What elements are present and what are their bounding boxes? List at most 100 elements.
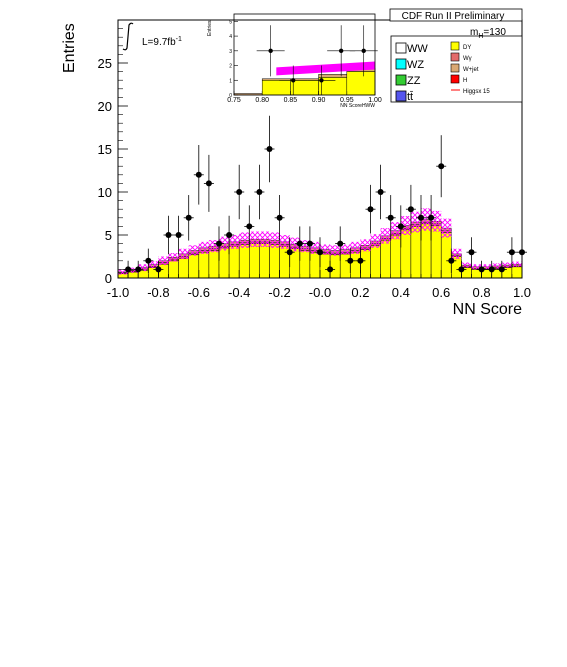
inset-x-tick-label-5: 1.00 bbox=[368, 97, 382, 104]
data-point-15 bbox=[276, 214, 283, 221]
band-bin-25 bbox=[370, 234, 381, 248]
inset-x-tick-label-0: 0.75 bbox=[227, 97, 241, 104]
band-bin-34 bbox=[461, 262, 472, 268]
y-tick-label-0: 0 bbox=[105, 271, 112, 286]
band-bin-32 bbox=[441, 218, 452, 238]
bar-0-1 bbox=[127, 271, 139, 279]
band-bin-9 bbox=[208, 240, 219, 253]
inset-frame bbox=[233, 13, 376, 96]
data-point-11 bbox=[236, 189, 243, 195]
inset-bar-yellow-1 bbox=[261, 80, 291, 96]
inset-x-axis-title: NN ScoreHWW bbox=[340, 103, 375, 109]
legend-label-right-0: DY bbox=[463, 45, 471, 51]
inset-axes: 0.75 0.80 0.85 0.90 0.95 1.00 0 1 2 3 4 5 bbox=[227, 19, 382, 104]
axes: -1.0 -0.8 -0.6 -0.4 -0.2 -0.0 0.2 0.4 0.6 0.8 1.00… bbox=[98, 28, 531, 300]
y-tick-label-4: 20 bbox=[98, 99, 112, 114]
luminosity-label: L=9.7fb-1 bbox=[122, 22, 182, 51]
bar-0-23 bbox=[350, 251, 361, 279]
band-bin-37 bbox=[491, 263, 502, 269]
inset-y-tick-label-2: 2 bbox=[229, 64, 232, 70]
data-point-38 bbox=[508, 249, 515, 256]
x-tick-label-0: -1.0 bbox=[107, 285, 129, 300]
inset-plot: 0.75 0.80 0.85 0.90 0.95 1.00 0 1 2 3 4 5 Entries N… bbox=[207, 13, 382, 109]
data-point-30 bbox=[428, 214, 435, 221]
inset-data-point-4 bbox=[361, 48, 366, 54]
x-tick-label-3: -0.4 bbox=[228, 285, 250, 300]
data-point-18 bbox=[306, 240, 313, 247]
band-bin-1 bbox=[128, 267, 139, 273]
bar-0-11 bbox=[228, 245, 240, 279]
x-tick-label-8: 0.6 bbox=[432, 285, 450, 300]
legend-swatch-left-2 bbox=[395, 74, 407, 86]
x-tick-label-7: 0.4 bbox=[392, 285, 410, 300]
legend-swatch-left-3 bbox=[395, 90, 407, 102]
data-point-28 bbox=[407, 206, 414, 213]
data-point-14 bbox=[266, 146, 273, 152]
legend-swatch-right-1 bbox=[450, 52, 460, 62]
band-bin-35 bbox=[471, 264, 482, 270]
bar-0-31 bbox=[430, 225, 442, 279]
inset-x-tick-label-2: 0.85 bbox=[284, 97, 298, 104]
band-bin-36 bbox=[481, 264, 492, 270]
x-axis-title: NN Score bbox=[453, 301, 522, 318]
inset-bar-yellow-2 bbox=[290, 80, 319, 96]
inset-y-tick-label-4: 4 bbox=[229, 34, 232, 40]
legend-label-right-2: W+jet bbox=[463, 67, 479, 73]
data-point-22 bbox=[347, 257, 354, 264]
data-point-20 bbox=[327, 266, 334, 273]
x-tick-label-1: -0.8 bbox=[147, 285, 169, 300]
svg-text:L=9.7fb-1: L=9.7fb-1 bbox=[142, 36, 182, 48]
data-point-9 bbox=[216, 240, 222, 247]
band-bin-8 bbox=[198, 241, 209, 254]
data-point-12 bbox=[246, 223, 253, 230]
band-bin-31 bbox=[431, 210, 442, 232]
integral-sign-icon bbox=[122, 22, 134, 51]
inset-signal-band bbox=[276, 61, 375, 76]
bar-0-10 bbox=[218, 247, 230, 279]
y-axis-title: Entries bbox=[61, 23, 78, 73]
legend-swatch-left-1 bbox=[395, 58, 407, 70]
inset-y-tick-label-1: 1 bbox=[229, 78, 232, 84]
legend-swatch-right-3 bbox=[450, 74, 460, 84]
x-tick-label-2: -0.6 bbox=[188, 285, 210, 300]
inset-x-tick-label-1: 0.80 bbox=[255, 97, 269, 104]
band-bin-12 bbox=[239, 232, 250, 248]
inset-data-point-1 bbox=[291, 78, 296, 83]
bar-0-7 bbox=[188, 254, 200, 279]
bar-0-15 bbox=[269, 244, 280, 279]
legend-label-right-3: H bbox=[463, 78, 467, 84]
band-bin-28 bbox=[400, 216, 411, 235]
data-point-5 bbox=[175, 232, 182, 238]
inset-bar-top-3 bbox=[318, 74, 348, 78]
bar-0-39 bbox=[511, 266, 523, 279]
legend-right-column: DY Wγ W+jet H Higgsx 15 bbox=[450, 41, 490, 95]
data-point-2 bbox=[145, 257, 152, 264]
x-tick-label-9: 0.8 bbox=[473, 285, 491, 300]
luminosity-superscript: -1 bbox=[176, 36, 182, 43]
band-bin-4 bbox=[158, 256, 169, 266]
band-bin-27 bbox=[390, 222, 401, 240]
bar-0-8 bbox=[198, 251, 210, 279]
band-bin-39 bbox=[511, 261, 522, 267]
data-point-7 bbox=[195, 171, 202, 178]
inset-data-point-0 bbox=[268, 48, 273, 54]
legend-left-column: WW WZ ZZ tt̄ bbox=[395, 42, 428, 103]
band-bin-3 bbox=[148, 261, 159, 269]
data-point-4 bbox=[165, 232, 172, 238]
band-bin-20 bbox=[320, 244, 331, 255]
svg-text:mH=130: mH=130 bbox=[470, 27, 506, 40]
band-bin-19 bbox=[309, 241, 320, 254]
bar-0-20 bbox=[319, 253, 331, 279]
bar-0-25 bbox=[370, 245, 381, 279]
bar-0-21 bbox=[329, 254, 341, 279]
data-point-32 bbox=[448, 257, 455, 264]
band-bin-6 bbox=[178, 248, 189, 260]
bar-0-9 bbox=[208, 250, 220, 279]
legend-label-left-2: ZZ bbox=[407, 75, 421, 87]
inset-y-tick-label-3: 3 bbox=[229, 49, 232, 55]
band-bin-24 bbox=[360, 239, 371, 252]
band-bin-13 bbox=[249, 231, 260, 248]
legend-label-left-1: WZ bbox=[407, 59, 424, 71]
band-bin-22 bbox=[340, 244, 351, 255]
